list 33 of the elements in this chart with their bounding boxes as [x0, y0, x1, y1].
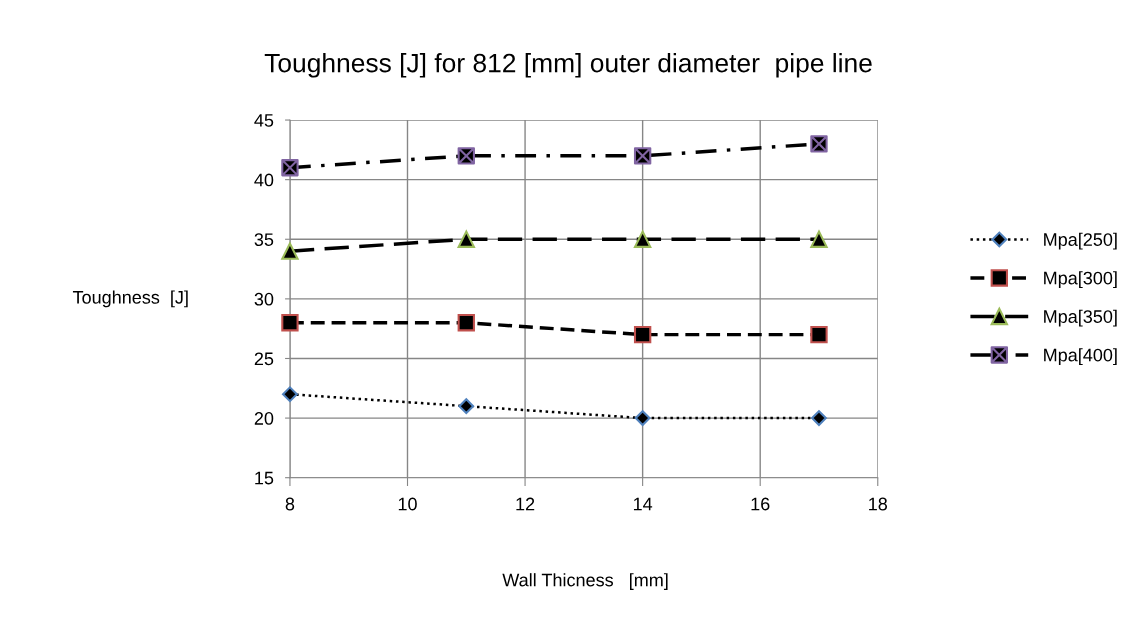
y-tick-label: 25 [254, 352, 274, 366]
y-axis-title: Toughness [J] [72, 290, 188, 308]
point [810, 135, 828, 153]
point [810, 325, 828, 344]
x-tick-label: 12 [516, 497, 535, 511]
point [458, 398, 475, 415]
x-axis-title: Wall Thicness [mm] [502, 573, 668, 590]
legend-label: Mpa[250] [1044, 232, 1117, 250]
x-tick-label: 16 [751, 497, 770, 511]
point [633, 230, 652, 248]
legend-label: Mpa[400] [1044, 348, 1117, 366]
point [634, 410, 651, 426]
x-tick-label: 14 [633, 497, 653, 511]
y-tick-label: 15 [255, 471, 274, 485]
y-tick-label: 40 [254, 173, 274, 187]
y-tick-label: 20 [254, 412, 274, 425]
y-tick-label: 45 [254, 114, 274, 127]
legend-label: Mpa[300] [1044, 271, 1117, 289]
point [281, 314, 299, 332]
point [633, 325, 652, 344]
legend-label: Mpa[350] [1044, 309, 1117, 327]
point [281, 242, 299, 260]
point [282, 386, 298, 403]
point [811, 410, 827, 426]
y-tick-label: 30 [254, 292, 274, 306]
x-tick-label: 18 [869, 497, 888, 511]
point [457, 230, 475, 248]
point [810, 230, 828, 248]
y-tick-label: 35 [254, 233, 274, 246]
x-tick-label: 10 [398, 497, 417, 511]
chart-title: Toughness [J] for 812 [mm] outer diameter pipe line [264, 53, 872, 78]
x-tick-label: 8 [285, 497, 295, 511]
point [457, 314, 475, 332]
